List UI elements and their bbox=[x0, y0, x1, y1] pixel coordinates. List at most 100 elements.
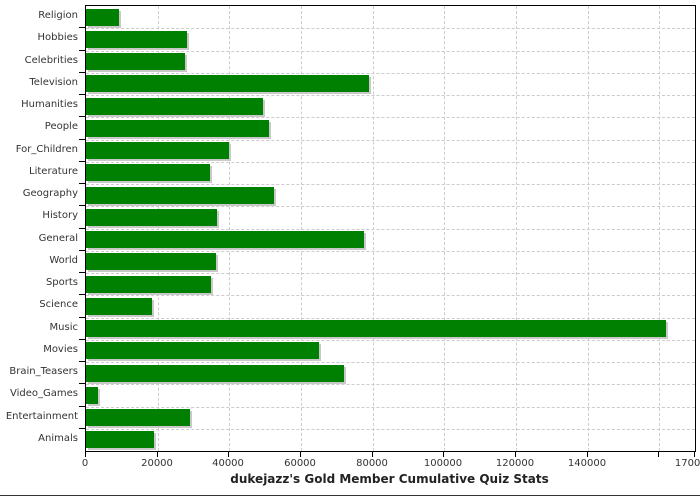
gridline-horizontal bbox=[86, 28, 695, 29]
gridline-horizontal bbox=[86, 340, 695, 341]
bar-for_children bbox=[86, 142, 229, 159]
gridline-horizontal bbox=[86, 229, 695, 230]
bar-humanities bbox=[86, 98, 263, 115]
y-axis-category-label: Literature bbox=[29, 166, 78, 177]
gridline-vertical bbox=[229, 6, 230, 451]
bar-music bbox=[86, 320, 666, 337]
x-axis-tick bbox=[300, 451, 301, 457]
y-axis-category-label: Celebrities bbox=[24, 55, 78, 66]
y-axis-tick bbox=[79, 228, 85, 229]
gridline-horizontal bbox=[86, 429, 695, 430]
y-axis-tick bbox=[79, 161, 85, 162]
chart-title: dukejazz's Gold Member Cumulative Quiz S… bbox=[230, 472, 549, 486]
x-axis-tick bbox=[587, 451, 588, 457]
y-axis-tick bbox=[79, 361, 85, 362]
bar-entertainment bbox=[86, 409, 190, 426]
gridline-horizontal bbox=[86, 295, 695, 296]
bar-brain_teasers bbox=[86, 365, 344, 382]
y-axis-category-label: Sports bbox=[45, 277, 78, 288]
gridline-horizontal bbox=[86, 140, 695, 141]
gridline-vertical bbox=[373, 6, 374, 451]
y-axis-tick bbox=[79, 250, 85, 251]
x-axis-tick-label: 20000 bbox=[141, 458, 173, 469]
y-axis-tick bbox=[79, 183, 85, 184]
gridline-horizontal bbox=[86, 51, 695, 52]
x-axis-tick-label: 100000 bbox=[423, 458, 463, 469]
y-axis-category-label: World bbox=[49, 255, 78, 266]
bar-hobbies bbox=[86, 31, 187, 48]
gridline-horizontal bbox=[86, 184, 695, 185]
bar-people bbox=[86, 120, 269, 137]
y-axis-category-label: Brain_Teasers bbox=[9, 366, 78, 377]
gridline-vertical bbox=[158, 6, 159, 451]
bar-history bbox=[86, 209, 217, 226]
bar-video_games bbox=[86, 387, 98, 404]
plot-area bbox=[85, 5, 696, 452]
bar-television bbox=[86, 75, 369, 92]
y-axis-category-label: Movies bbox=[43, 344, 78, 355]
y-axis-category-label: For_Children bbox=[15, 144, 78, 155]
y-axis-category-label: Entertainment bbox=[5, 411, 78, 422]
gridline-vertical bbox=[516, 6, 517, 451]
x-axis-tick-label: 140000 bbox=[567, 458, 607, 469]
y-axis-category-label: Video_Games bbox=[10, 388, 78, 399]
y-axis-category-label: Music bbox=[49, 322, 78, 333]
y-axis-category-label: Science bbox=[39, 299, 78, 310]
bar-world bbox=[86, 253, 216, 270]
y-axis-category-label: Hobbies bbox=[37, 32, 78, 43]
bottom-separator bbox=[0, 495, 700, 496]
x-axis-end-tick-label: 170000 bbox=[674, 458, 700, 469]
y-axis-tick bbox=[79, 428, 85, 429]
bar-sports bbox=[86, 276, 211, 293]
gridline-vertical bbox=[444, 6, 445, 451]
y-axis-tick bbox=[79, 339, 85, 340]
y-axis-tick bbox=[79, 317, 85, 318]
y-axis-category-label: Humanities bbox=[21, 99, 78, 110]
gridline-vertical bbox=[659, 6, 660, 451]
x-axis-tick-label: 60000 bbox=[284, 458, 316, 469]
bar-celebrities bbox=[86, 53, 185, 70]
bar-science bbox=[86, 298, 152, 315]
x-axis-end-tick bbox=[694, 451, 695, 457]
y-axis-category-label: History bbox=[42, 210, 78, 221]
y-axis-tick bbox=[79, 205, 85, 206]
bar-religion bbox=[86, 9, 119, 26]
y-axis-tick bbox=[79, 116, 85, 117]
x-axis-tick bbox=[443, 451, 444, 457]
y-axis-tick bbox=[79, 383, 85, 384]
gridline-horizontal bbox=[86, 273, 695, 274]
gridline-horizontal bbox=[86, 95, 695, 96]
y-axis-category-label: Animals bbox=[38, 433, 78, 444]
gridline-horizontal bbox=[86, 407, 695, 408]
bar-general bbox=[86, 231, 364, 248]
y-axis-category-label: General bbox=[38, 233, 78, 244]
x-axis-tick-label: 120000 bbox=[495, 458, 535, 469]
x-axis-tick bbox=[157, 451, 158, 457]
gridline-horizontal bbox=[86, 117, 695, 118]
y-axis-tick bbox=[79, 27, 85, 28]
gridline-horizontal bbox=[86, 73, 695, 74]
gridline-horizontal bbox=[86, 384, 695, 385]
x-axis-tick bbox=[228, 451, 229, 457]
y-axis-tick bbox=[79, 139, 85, 140]
bar-geography bbox=[86, 187, 274, 204]
y-axis-category-label: Television bbox=[29, 77, 78, 88]
bar-movies bbox=[86, 342, 319, 359]
x-axis-tick-label: 0 bbox=[81, 458, 89, 469]
gridline-vertical bbox=[588, 6, 589, 451]
gridline-horizontal bbox=[86, 162, 695, 163]
bar-literature bbox=[86, 164, 210, 181]
gridline-horizontal bbox=[86, 251, 695, 252]
y-axis-tick bbox=[79, 272, 85, 273]
y-axis-tick bbox=[79, 406, 85, 407]
gridline-vertical bbox=[301, 6, 302, 451]
x-axis-tick bbox=[372, 451, 373, 457]
y-axis-category-label: People bbox=[44, 121, 78, 132]
gridline-horizontal bbox=[86, 362, 695, 363]
x-axis-tick bbox=[658, 451, 659, 457]
x-axis-tick-label: 80000 bbox=[356, 458, 388, 469]
y-axis-category-label: Religion bbox=[38, 10, 78, 21]
bar-animals bbox=[86, 431, 154, 448]
y-axis-tick bbox=[79, 94, 85, 95]
